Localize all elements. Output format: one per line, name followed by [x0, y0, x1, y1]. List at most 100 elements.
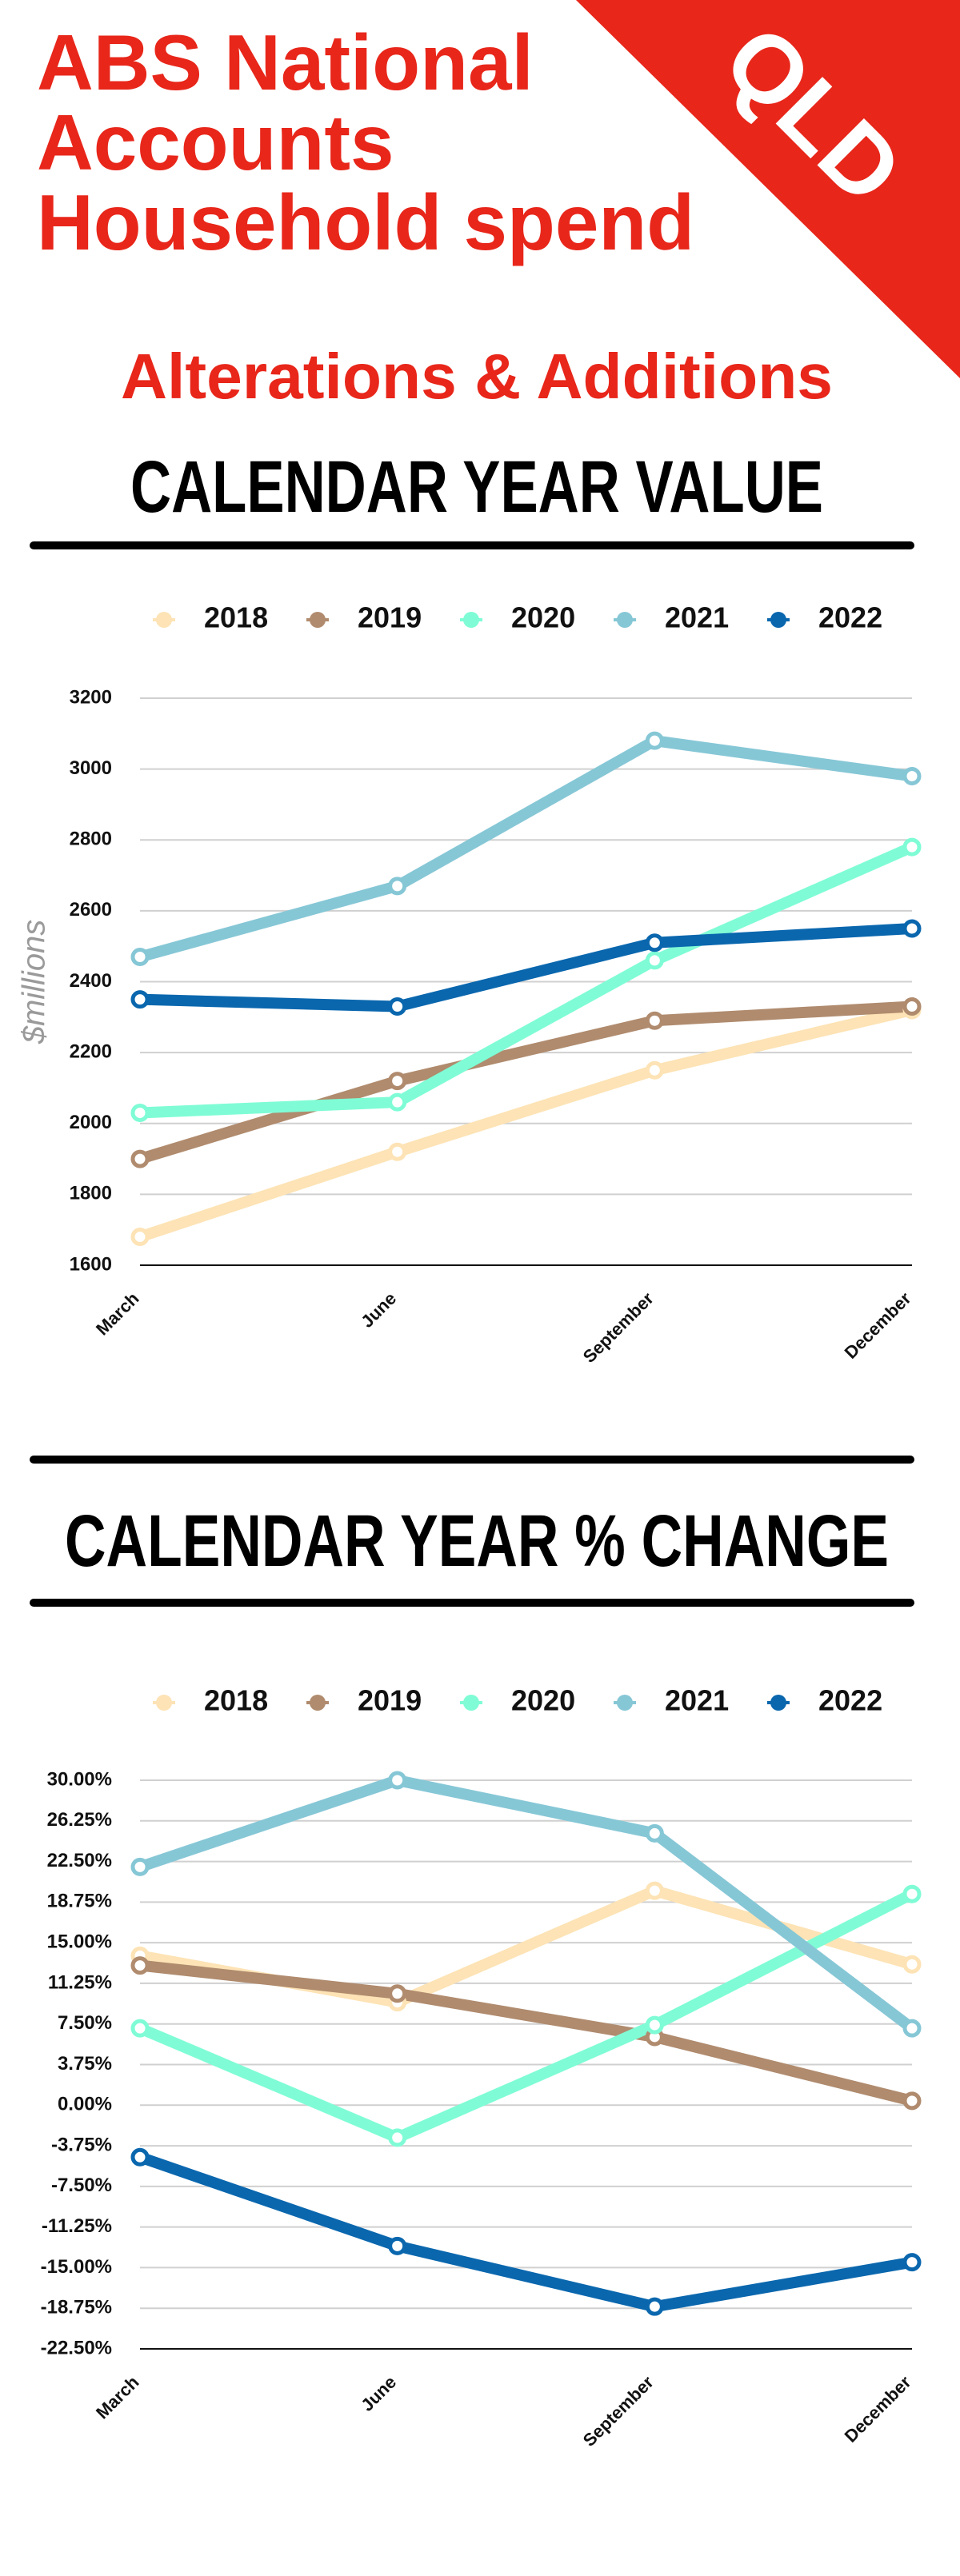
- data-point: [130, 2019, 150, 2038]
- data-point: [645, 2297, 664, 2316]
- data-point: [645, 1823, 664, 1843]
- series-line: [134, 1004, 918, 1243]
- data-point: [388, 1142, 407, 1161]
- series-line: [134, 735, 918, 963]
- data-point: [645, 1011, 664, 1030]
- y-tick-label: 26.25%: [47, 1809, 112, 1831]
- y-tick-label: 18.75%: [47, 1891, 112, 1912]
- data-point: [388, 2128, 407, 2147]
- x-tick-label: December: [841, 2372, 915, 2446]
- x-tick-label: March: [92, 1288, 142, 1339]
- title-line: Household spend: [37, 178, 694, 266]
- y-tick-label: 1800: [70, 1183, 112, 1204]
- legend-marker: [156, 1695, 172, 1711]
- series-line: [134, 2151, 918, 2313]
- y-tick-label: -22.50%: [41, 2337, 112, 2358]
- y-tick-label: 2400: [70, 970, 112, 992]
- data-point: [130, 1956, 150, 1975]
- y-tick-label: -11.25%: [42, 2215, 112, 2237]
- legend-label: 2021: [665, 601, 729, 634]
- x-tick-label: September: [579, 1288, 658, 1367]
- data-point: [130, 947, 150, 966]
- series-line: [134, 1888, 918, 2143]
- y-axis-label: $millions: [17, 920, 52, 1045]
- x-tick-label: June: [357, 2372, 400, 2415]
- legend-marker: [156, 612, 172, 628]
- y-tick-label: 2000: [70, 1112, 112, 1133]
- data-point: [388, 1771, 407, 1790]
- section-rule: [30, 541, 914, 549]
- data-point: [388, 2236, 407, 2255]
- series-line: [134, 923, 918, 1012]
- y-tick-label: 2800: [70, 829, 112, 850]
- legend-marker: [463, 612, 479, 628]
- legend-label: 2021: [665, 1684, 729, 1717]
- legend-marker: [770, 612, 786, 628]
- data-point: [902, 2253, 922, 2272]
- badge-ribbon: [576, 0, 960, 378]
- data-point: [645, 1881, 664, 1900]
- y-tick-label: -3.75%: [51, 2134, 112, 2155]
- data-point: [130, 990, 150, 1009]
- y-tick-label: 30.00%: [47, 1768, 112, 1790]
- data-point: [130, 2147, 150, 2167]
- y-tick-label: 15.00%: [47, 1931, 112, 1952]
- section-rule: [30, 1456, 914, 1464]
- x-tick-label: June: [357, 1288, 400, 1332]
- data-point: [388, 1984, 407, 2003]
- y-tick-label: 2200: [70, 1040, 112, 1062]
- data-point: [902, 919, 922, 938]
- chart-title: CALENDAR YEAR % CHANGE: [65, 1500, 889, 1582]
- series-line: [134, 1775, 918, 2035]
- data-point: [902, 2091, 922, 2111]
- legend-label: 2020: [511, 1684, 575, 1717]
- x-tick-label: December: [841, 1288, 915, 1363]
- series-line: [134, 841, 918, 1119]
- data-point: [130, 1228, 150, 1247]
- series-line: [134, 1959, 918, 2107]
- data-point: [902, 1884, 922, 1903]
- data-point: [130, 1149, 150, 1168]
- legend-marker: [617, 612, 633, 628]
- legend-marker: [770, 1695, 786, 1711]
- y-tick-label: 3.75%: [58, 2053, 112, 2075]
- data-point: [645, 2015, 664, 2035]
- legend-label: 2019: [358, 1684, 422, 1717]
- y-tick-label: -18.75%: [41, 2297, 112, 2318]
- y-tick-label: 11.25%: [48, 1971, 112, 1993]
- data-point: [130, 1857, 150, 1876]
- legend-label: 2018: [204, 601, 268, 634]
- data-point: [388, 1072, 407, 1091]
- x-tick-label: March: [92, 2372, 142, 2422]
- legend-label: 2022: [818, 1684, 882, 1717]
- legend-label: 2018: [204, 1684, 268, 1717]
- data-point: [902, 1955, 922, 1974]
- y-tick-label: 7.50%: [58, 2012, 112, 2034]
- y-tick-label: 1600: [70, 1253, 112, 1275]
- legend-marker: [463, 1695, 479, 1711]
- legend-label: 2020: [511, 601, 575, 634]
- data-point: [645, 951, 664, 970]
- y-tick-label: 22.50%: [47, 1850, 112, 1871]
- legend-label: 2019: [358, 601, 422, 634]
- title-line: Accounts: [37, 98, 394, 186]
- data-point: [645, 1060, 664, 1080]
- y-tick-label: 3000: [70, 757, 112, 779]
- legend-label: 2022: [818, 601, 882, 634]
- title-line: ABS National: [37, 18, 534, 106]
- data-point: [130, 1103, 150, 1122]
- y-tick-label: 3200: [70, 686, 112, 708]
- data-point: [388, 877, 407, 896]
- data-point: [388, 1092, 407, 1112]
- data-point: [902, 837, 922, 857]
- chart-title: CALENDAR YEAR VALUE: [130, 446, 823, 528]
- data-point: [902, 766, 922, 785]
- legend-marker: [310, 1695, 326, 1711]
- data-point: [902, 997, 922, 1016]
- data-point: [645, 933, 664, 953]
- legend-marker: [617, 1695, 633, 1711]
- y-tick-label: -7.50%: [51, 2175, 112, 2196]
- data-point: [645, 731, 664, 750]
- y-tick-label: 0.00%: [58, 2094, 112, 2115]
